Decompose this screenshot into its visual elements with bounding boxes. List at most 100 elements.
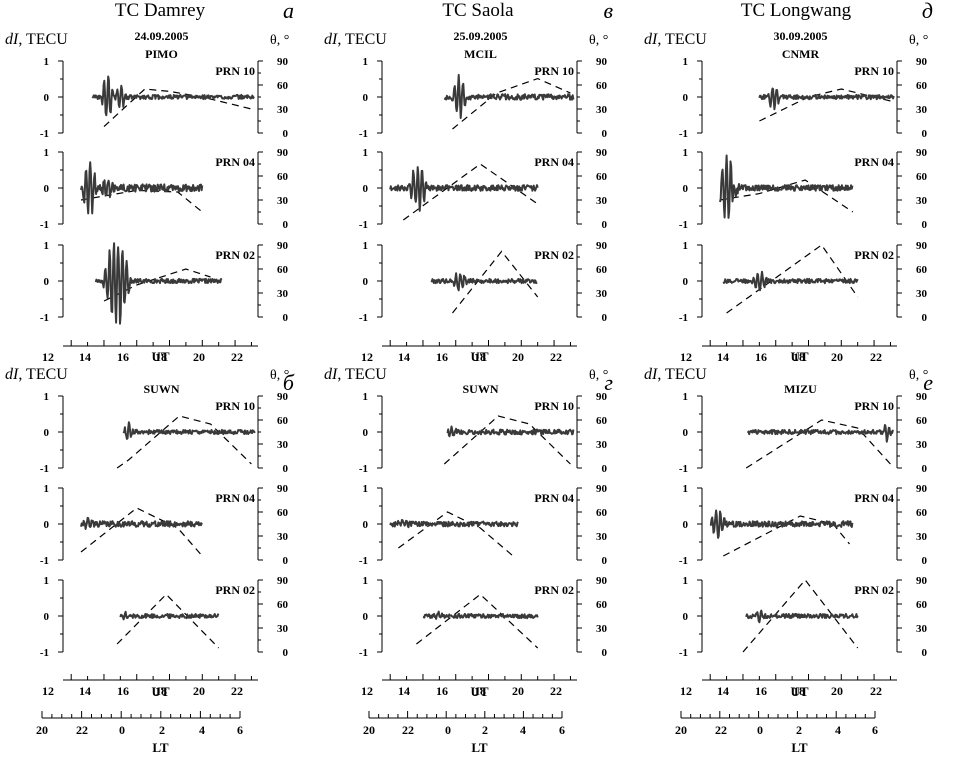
elevation-curve xyxy=(745,419,891,469)
panel-letter: г xyxy=(604,370,613,395)
ut-tick-label: 16 xyxy=(117,684,129,698)
left-axis-tick-label: 1 xyxy=(44,391,50,403)
lt-tick-label: 6 xyxy=(559,723,565,737)
right-axis-tick-label: 60 xyxy=(596,264,608,276)
left-axis-label-unit: , TECU xyxy=(657,366,707,383)
ut-tick-label: 14 xyxy=(79,350,91,364)
left-axis-tick-label: 0 xyxy=(363,183,369,195)
right-axis-tick-label: 90 xyxy=(277,56,289,68)
left-axis-tick-label: 1 xyxy=(363,240,369,252)
left-axis-tick-label: 1 xyxy=(363,391,369,403)
left-axis-tick-label: 1 xyxy=(683,56,689,68)
prn-label: PRN 04 xyxy=(854,155,894,169)
ut-tick-label: 22 xyxy=(231,684,243,698)
ut-axis-label: UT xyxy=(790,349,808,364)
dI-series-line xyxy=(122,421,256,440)
ut-tick-label: 20 xyxy=(193,684,205,698)
right-axis-tick-label: 0 xyxy=(602,312,608,324)
right-axis-tick-label: 60 xyxy=(916,507,928,519)
right-axis-tick-label: 60 xyxy=(916,264,928,276)
ut-tick-label: 18 xyxy=(793,684,805,698)
right-axis-tick-label: 90 xyxy=(596,483,608,495)
left-axis-tick-label: 0 xyxy=(44,183,50,195)
right-axis-tick-label: 60 xyxy=(277,599,289,611)
lt-tick-label: 0 xyxy=(119,723,125,737)
left-axis-label-unit: , TECU xyxy=(18,366,68,383)
left-axis-tick-label: 1 xyxy=(683,147,689,159)
right-axis-tick-label: 30 xyxy=(916,623,928,635)
left-axis-label-unit: , TECU xyxy=(337,366,387,383)
lt-tick-label: 22 xyxy=(402,723,414,737)
ut-tick-label: 20 xyxy=(193,350,205,364)
left-axis-tick-label: 0 xyxy=(683,427,689,439)
left-axis-tick-label: -1 xyxy=(679,312,688,324)
prn-label: PRN 02 xyxy=(854,248,894,262)
ut-tick-label: 20 xyxy=(831,684,843,698)
station-label: SUWN xyxy=(462,382,498,396)
left-axis-tick-label: -1 xyxy=(40,219,49,231)
right-axis-tick-label: 60 xyxy=(277,171,289,183)
left-axis-label: dI, TECU xyxy=(644,31,707,48)
prn-label: PRN 10 xyxy=(854,399,894,413)
right-axis-tick-label: 0 xyxy=(283,555,289,567)
left-axis-tick-label: 1 xyxy=(683,240,689,252)
prn-label: PRN 10 xyxy=(534,64,574,78)
left-axis-tick-label: 1 xyxy=(363,575,369,587)
ut-tick-label: 14 xyxy=(717,350,729,364)
station-label: MCIL xyxy=(464,47,497,61)
dI-series-line xyxy=(94,242,223,325)
left-axis-tick-label: -1 xyxy=(679,128,688,140)
ut-tick-label: 14 xyxy=(398,684,410,698)
elevation-curve xyxy=(759,88,891,122)
left-axis-tick-label: -1 xyxy=(359,312,368,324)
left-axis-tick-label: 1 xyxy=(363,483,369,495)
left-axis-tick-label: 0 xyxy=(683,276,689,288)
dI-series-line xyxy=(119,610,220,621)
left-axis-tick-label: 1 xyxy=(44,56,50,68)
left-axis-label: dI, TECU xyxy=(324,366,387,383)
left-axis-tick-label: 0 xyxy=(363,519,369,531)
prn-label: PRN 04 xyxy=(534,491,574,505)
ut-tick-label: 12 xyxy=(361,684,373,698)
station-label: SUWN xyxy=(143,382,179,396)
right-axis-tick-label: 60 xyxy=(916,599,928,611)
right-axis-tick-label: 0 xyxy=(602,219,608,231)
right-axis-tick-label: 0 xyxy=(283,312,289,324)
lt-tick-label: 6 xyxy=(872,723,878,737)
right-axis-tick-label: 90 xyxy=(277,240,289,252)
elevation-curve xyxy=(398,511,514,557)
left-axis-tick-label: -1 xyxy=(679,463,688,475)
dI-series-line xyxy=(745,609,859,624)
right-axis-tick-label: 90 xyxy=(596,56,608,68)
left-axis-tick-label: 0 xyxy=(363,276,369,288)
ut-tick-label: 18 xyxy=(155,684,167,698)
prn-label: PRN 02 xyxy=(534,583,574,597)
panel-letter: в xyxy=(603,0,613,23)
ut-tick-label: 18 xyxy=(155,350,167,364)
lt-tick-label: 6 xyxy=(237,723,243,737)
right-axis-tick-label: 90 xyxy=(916,391,928,403)
dI-series-line xyxy=(746,424,894,443)
right-axis-tick-label: 30 xyxy=(916,195,928,207)
left-axis-tick-label: -1 xyxy=(679,555,688,567)
right-axis-tick-label: 90 xyxy=(277,575,289,587)
station-label: CNMR xyxy=(782,47,820,61)
right-axis-tick-label: 90 xyxy=(277,147,289,159)
right-axis-tick-label: 90 xyxy=(916,56,928,68)
right-axis-tick-label: 60 xyxy=(916,171,928,183)
right-axis-label: θ, ° xyxy=(909,33,928,48)
dI-series-line xyxy=(758,87,895,111)
right-axis-tick-label: 60 xyxy=(277,264,289,276)
right-axis-tick-label: 0 xyxy=(922,219,928,231)
ut-tick-label: 22 xyxy=(870,684,882,698)
right-axis-tick-label: 90 xyxy=(277,483,289,495)
left-axis-tick-label: 0 xyxy=(683,183,689,195)
column-title: TC Saola xyxy=(442,0,514,21)
right-axis-tick-label: 30 xyxy=(596,104,608,116)
prn-label: PRN 04 xyxy=(215,155,255,169)
dI-series-line xyxy=(91,75,255,117)
lt-axis-label: LT xyxy=(471,740,487,755)
ut-axis-label: UT xyxy=(151,349,169,364)
right-axis-tick-label: 90 xyxy=(277,391,289,403)
right-axis-tick-label: 30 xyxy=(916,439,928,451)
